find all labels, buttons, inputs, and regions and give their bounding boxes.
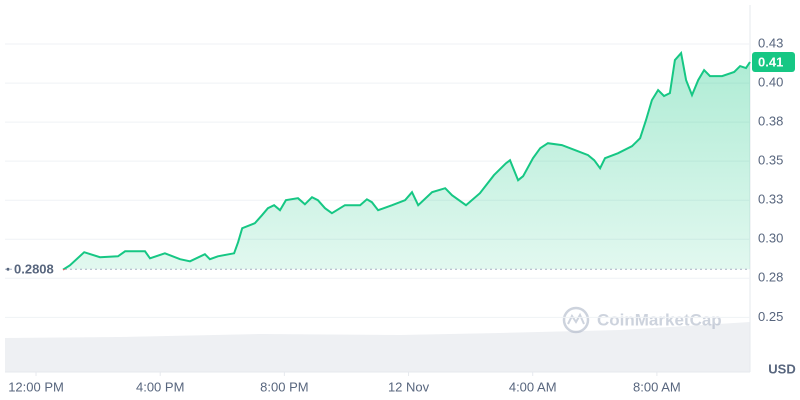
current-price-box [752, 52, 795, 73]
y-tick-label: 0.35 [758, 153, 783, 168]
volume-band [5, 322, 750, 372]
x-tick-label: 4:00 PM [136, 379, 184, 394]
current-price-label: 0.41 [758, 54, 783, 69]
watermark-text: CoinMarketCap [597, 310, 722, 329]
y-tick-label: 0.33 [758, 192, 783, 207]
y-tick-label: 0.40 [758, 75, 783, 90]
y-tick-label: 0.43 [758, 35, 783, 50]
y-tick-label: 0.38 [758, 114, 783, 129]
y-tick-label: 0.30 [758, 231, 783, 246]
reference-label: 0.2808 [14, 262, 54, 277]
x-tick-label: 8:00 AM [633, 379, 681, 394]
price-line [62, 50, 751, 270]
x-tick-label: 12:00 PM [8, 379, 64, 394]
watermark: CoinMarketCap [562, 306, 722, 334]
x-tick-label: 8:00 PM [260, 379, 308, 394]
y-tick-label: 0.25 [758, 309, 783, 324]
x-tick-label: 4:00 AM [509, 379, 557, 394]
reference-dot [6, 267, 10, 271]
x-tick-label: 12 Nov [388, 379, 430, 394]
y-unit: USD [768, 361, 795, 376]
reference-label-bg [12, 261, 62, 278]
y-tick-label: 0.28 [758, 270, 783, 285]
price-area [63, 53, 750, 270]
